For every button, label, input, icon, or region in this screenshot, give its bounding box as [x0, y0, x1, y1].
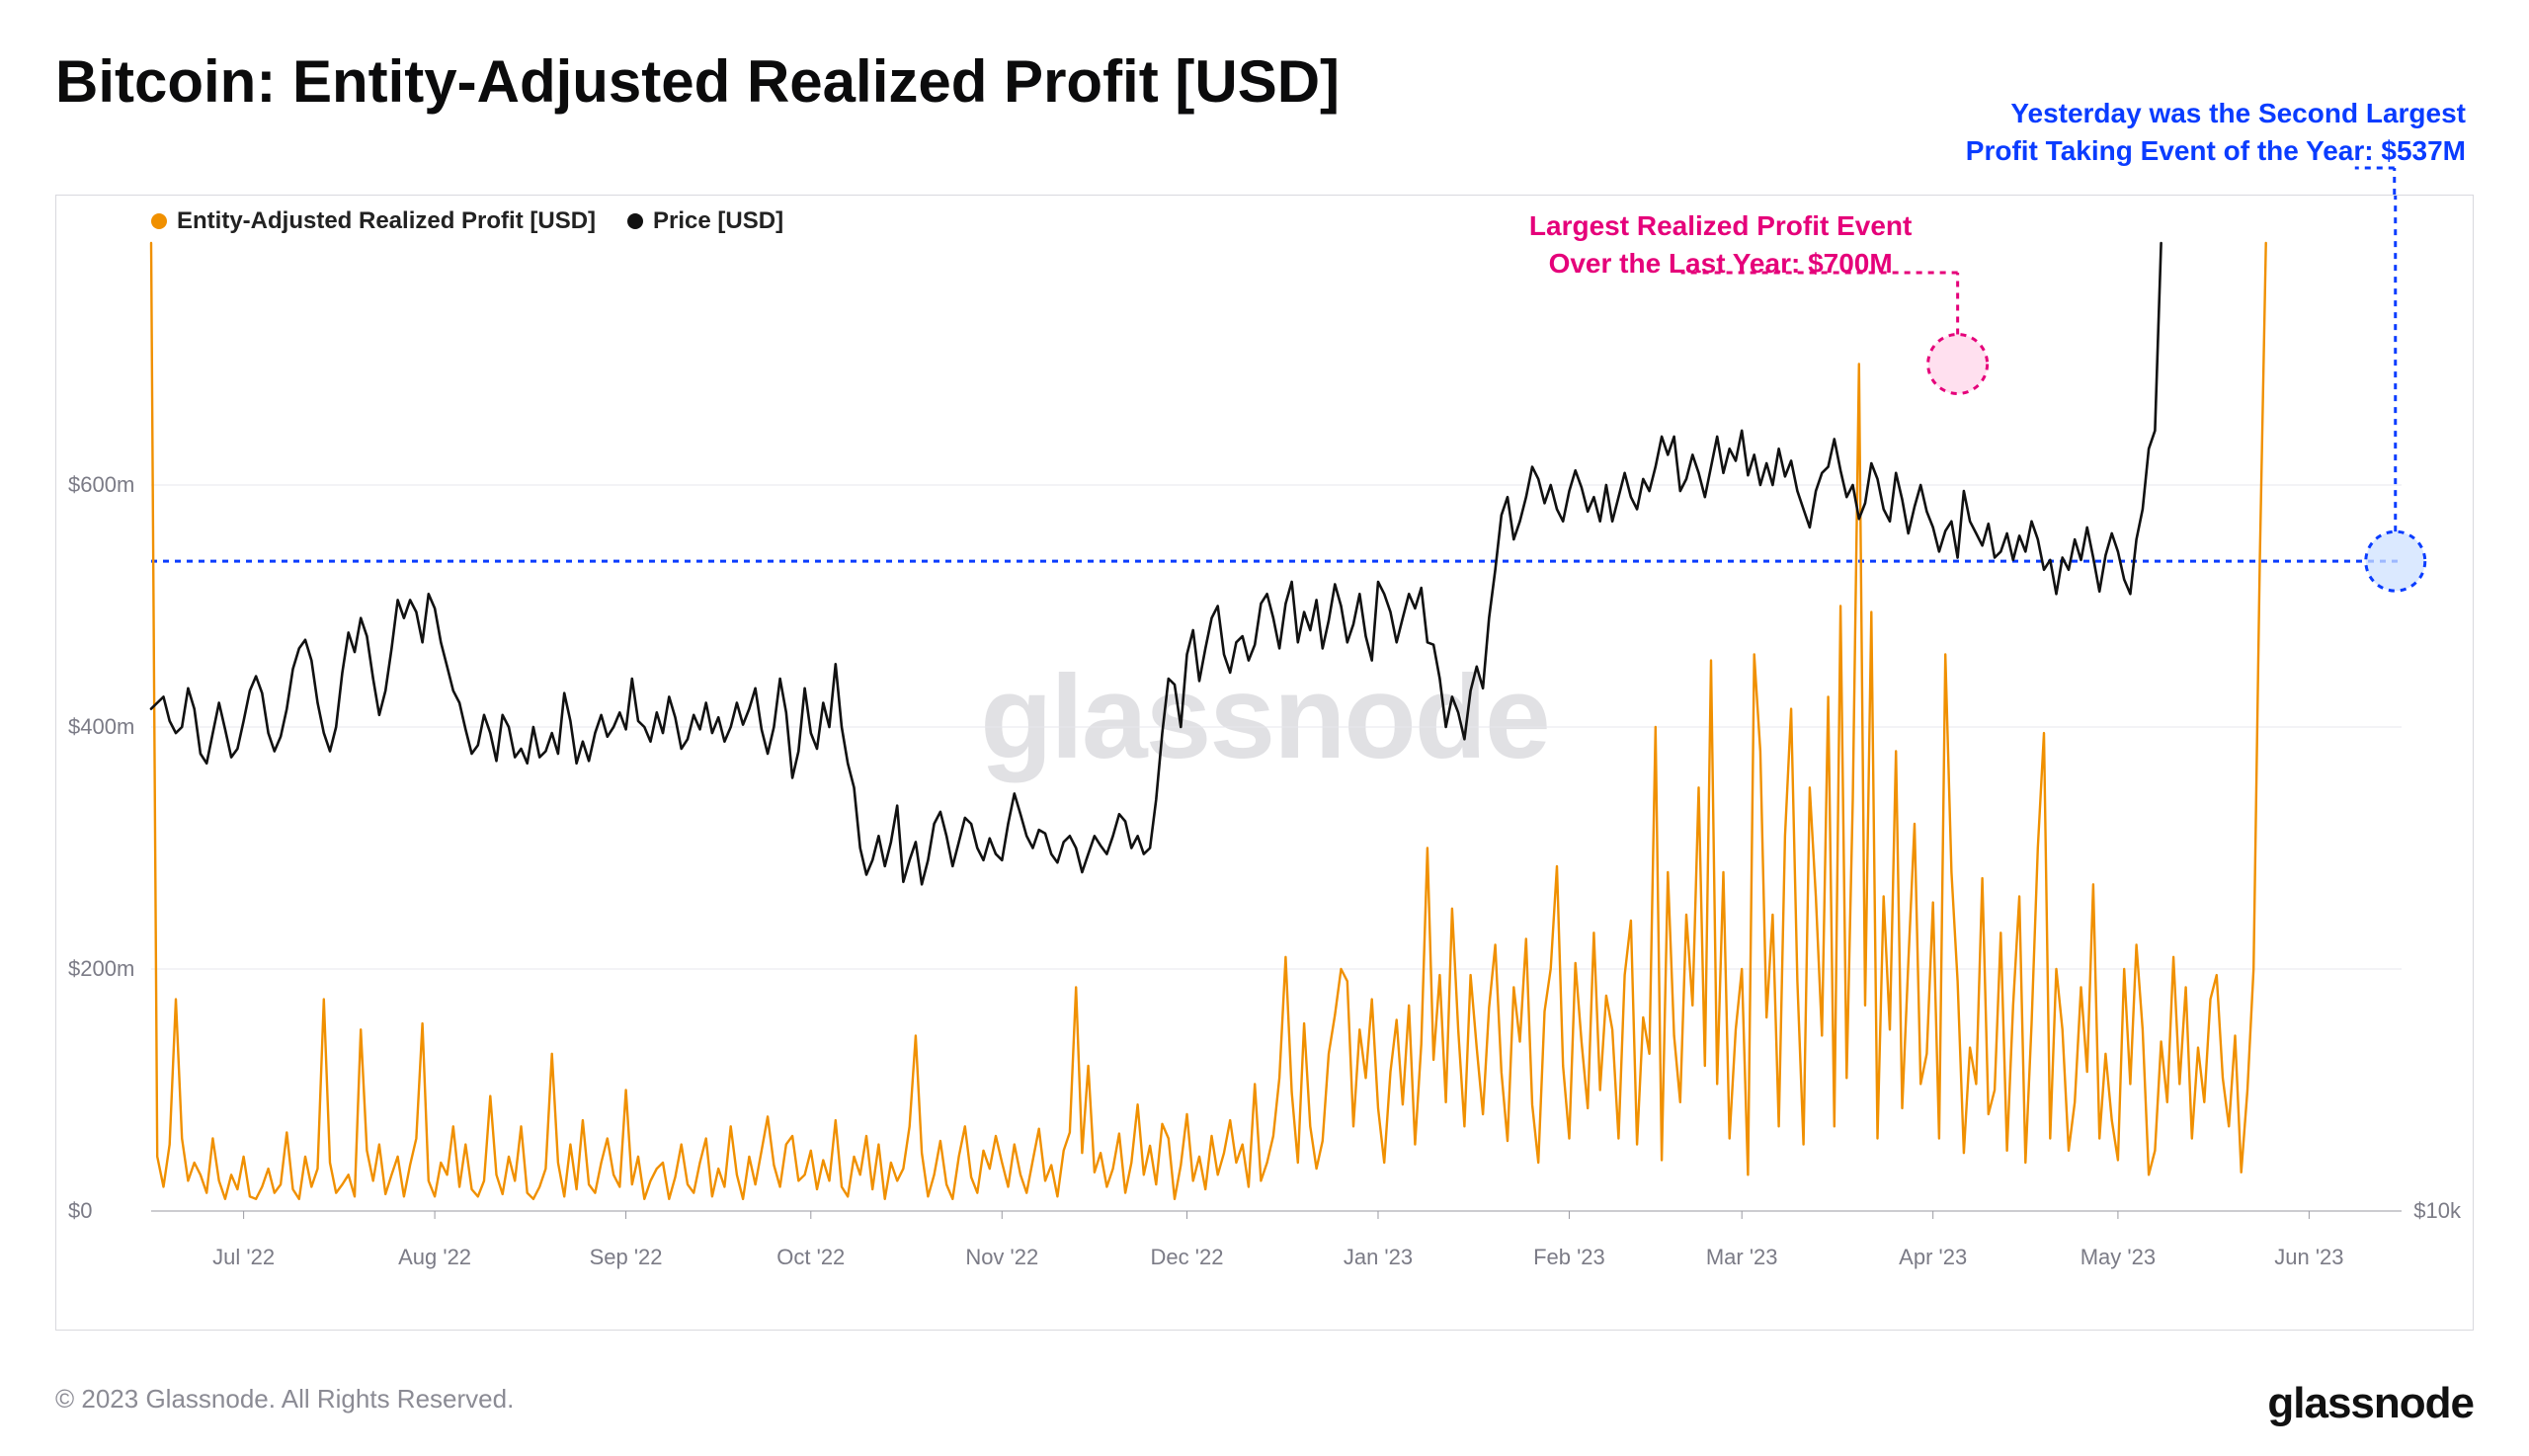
y-axis-label: $400m: [68, 714, 134, 740]
chart-svg: [56, 196, 2473, 1330]
x-axis-label: Feb '23: [1533, 1245, 1605, 1270]
x-axis-label: May '23: [2080, 1245, 2156, 1270]
x-axis-label: Sep '22: [590, 1245, 663, 1270]
x-axis-label: Jul '22: [212, 1245, 275, 1270]
y-axis-label: $600m: [68, 472, 134, 498]
x-axis-label: Aug '22: [398, 1245, 471, 1270]
annotation-pink: Largest Realized Profit Event Over the L…: [1444, 207, 1998, 283]
y2-axis-label: $10k: [2413, 1198, 2461, 1224]
y-axis-label: $0: [68, 1198, 92, 1224]
x-axis-label: Apr '23: [1899, 1245, 1967, 1270]
x-axis-label: Oct '22: [776, 1245, 845, 1270]
copyright-text: © 2023 Glassnode. All Rights Reserved.: [55, 1384, 514, 1415]
x-axis-label: Dec '22: [1151, 1245, 1224, 1270]
x-axis-label: Mar '23: [1706, 1245, 1778, 1270]
brand-logo: glassnode: [2267, 1379, 2474, 1428]
y-axis-label: $200m: [68, 956, 134, 982]
x-axis-label: Jun '23: [2274, 1245, 2343, 1270]
x-axis-label: Nov '22: [965, 1245, 1038, 1270]
annotation-blue: Yesterday was the Second Largest Profit …: [1834, 95, 2466, 170]
chart-container: glassnode Entity-Adjusted Realized Profi…: [55, 195, 2474, 1331]
x-axis-label: Jan '23: [1344, 1245, 1413, 1270]
